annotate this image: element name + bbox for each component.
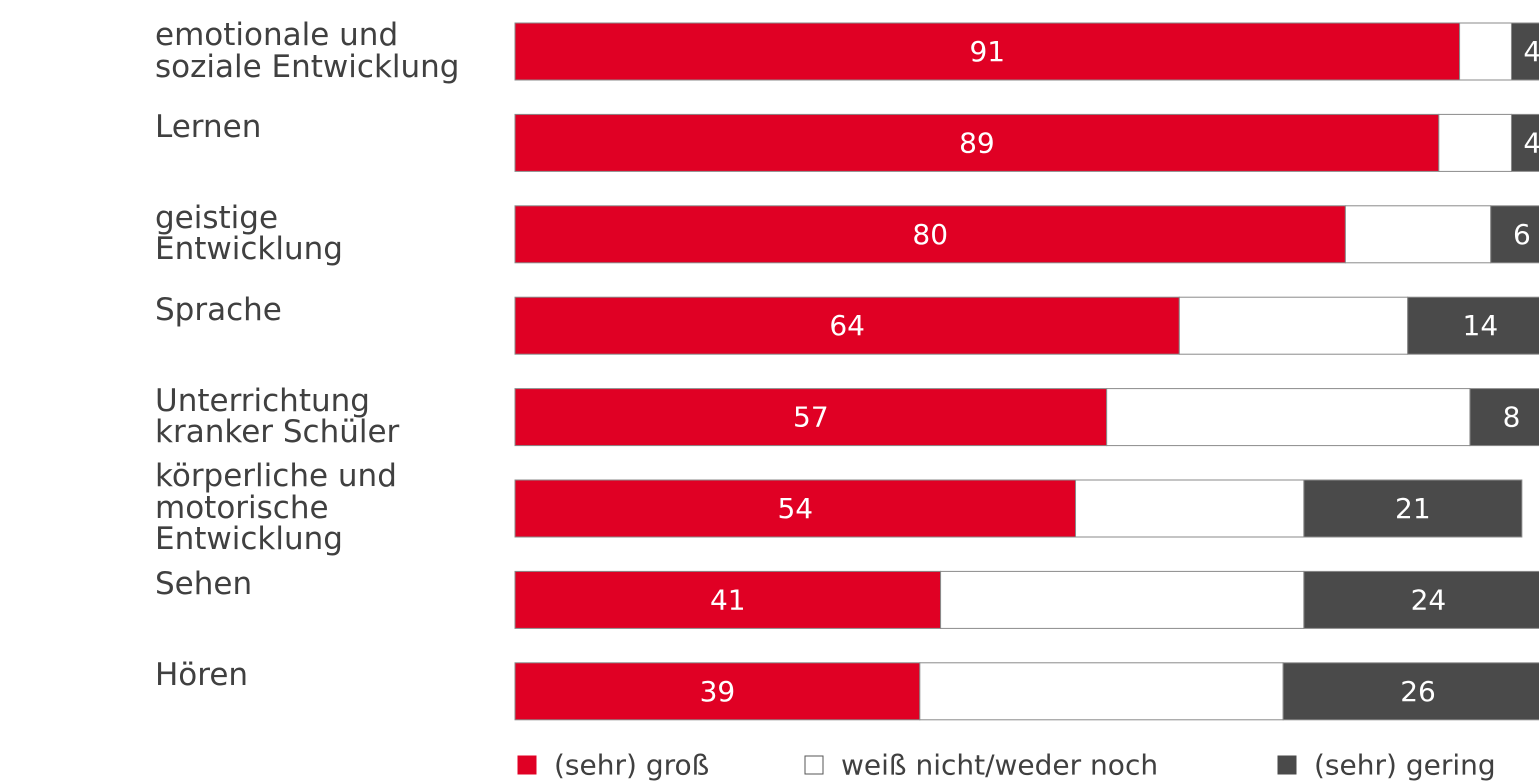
bar-segment (514, 113, 1440, 172)
bar-segment (1510, 22, 1539, 81)
bar-segment (514, 296, 1180, 355)
legend-label: (sehr) gering (1314, 749, 1496, 782)
bar-segment (1459, 22, 1512, 81)
value-label: 8 (1503, 401, 1521, 434)
bar-segment (514, 205, 1346, 264)
legend-swatch (804, 755, 824, 775)
value-label: 64 (829, 309, 865, 342)
bar-segment (1282, 662, 1539, 721)
bar-segment (1469, 388, 1539, 447)
category-label: Sprache (155, 291, 282, 328)
bar-segment (940, 570, 1305, 629)
category-label: Lernen (155, 108, 262, 145)
value-label: 39 (700, 675, 736, 708)
legend-label: weiß nicht/weder noch (841, 749, 1158, 782)
category-label: Hören (155, 657, 249, 694)
value-label: 4 (1523, 126, 1539, 159)
legend-swatch (1277, 755, 1297, 775)
category-label: emotionale und soziale Entwicklung (155, 17, 460, 85)
value-label: 89 (959, 126, 995, 159)
bar-segment (1178, 296, 1409, 355)
value-label: 41 (710, 583, 746, 616)
value-label: 54 (777, 492, 813, 525)
value-label: 26 (1400, 675, 1436, 708)
bar-segment (514, 388, 1108, 447)
bar-segment (1106, 388, 1471, 447)
bar-segment (1303, 570, 1539, 629)
value-label: 14 (1463, 309, 1499, 342)
value-label: 24 (1411, 583, 1447, 616)
legend-swatch (517, 755, 537, 775)
category-label: Sehen (155, 565, 253, 602)
bar-segment (1407, 296, 1539, 355)
value-label: 57 (793, 401, 829, 434)
category-label: körperliche und motorische Entwicklung (155, 458, 397, 558)
value-label: 91 (969, 35, 1005, 68)
bar-segment (1490, 205, 1539, 264)
category-label: geistige Entwicklung (155, 199, 343, 268)
bar-segment (1344, 205, 1492, 264)
bar-segment (919, 662, 1284, 721)
bar-segment (514, 22, 1461, 81)
bar-segment (1303, 479, 1523, 538)
bar-segment (514, 479, 1077, 538)
value-label: 4 (1523, 35, 1539, 68)
legend-label: (sehr) groß (554, 749, 709, 782)
bar-segment (1438, 113, 1512, 172)
bar-segment (514, 570, 942, 629)
bar-segment (1510, 113, 1539, 172)
value-label: 80 (912, 218, 948, 251)
category-label: Unterrichtung kranker Schüler (155, 382, 400, 451)
value-label: 21 (1395, 492, 1431, 525)
bar-segment (1075, 479, 1305, 538)
value-label: 6 (1513, 218, 1531, 251)
